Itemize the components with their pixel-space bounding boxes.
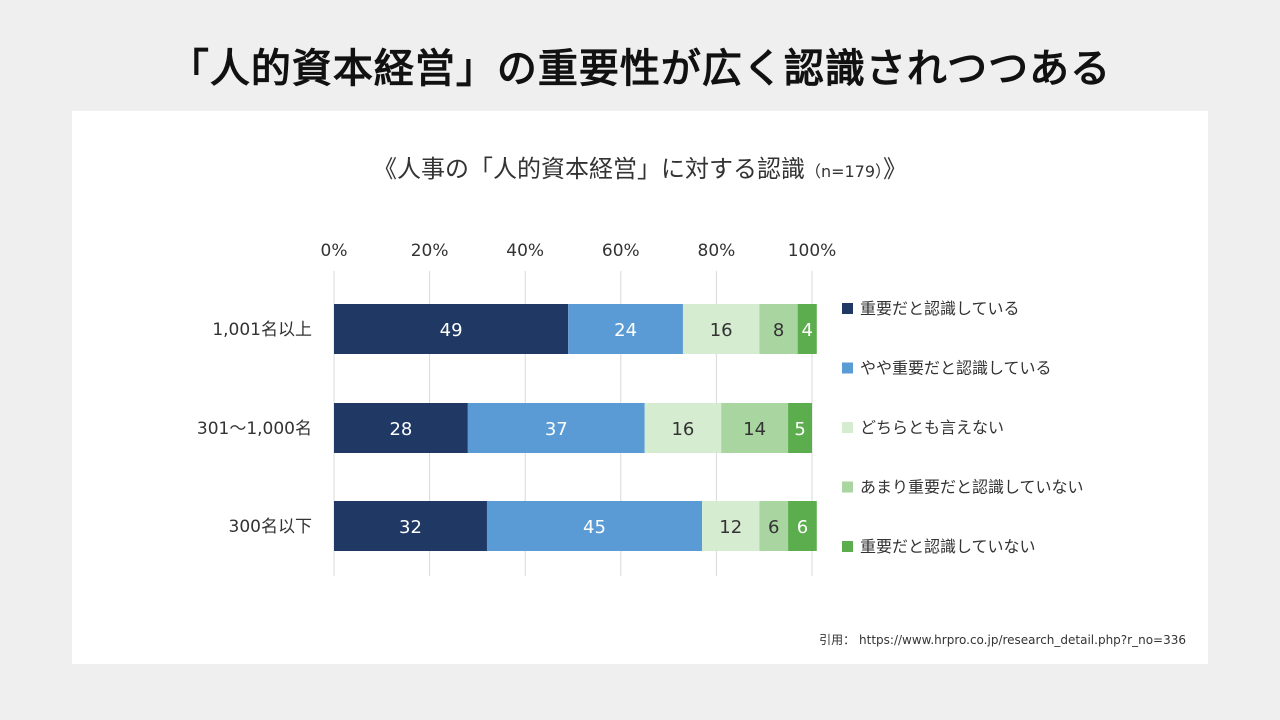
citation: 引用： https://www.hrpro.co.jp/research_det… [819, 631, 1186, 648]
bar-segment [486, 501, 703, 551]
citation-label: 引用： [819, 633, 856, 647]
bar-segment [334, 501, 487, 551]
slide-title: 「人的資本経営」の重要性が広く認識されつつある [168, 46, 1112, 92]
legend-swatch [842, 481, 853, 493]
data-label: 8 [773, 320, 784, 341]
data-label: 6 [768, 517, 779, 538]
chart-panel: 《人事の「人的資本経営」に対する認識（n=179）》 0% 20% 40% 60% 80… [72, 111, 1208, 664]
x-tick-label: 60% [602, 241, 640, 261]
data-label: 32 [399, 517, 422, 538]
citation-url[interactable]: https://www.hrpro.co.jp/research_detail.… [859, 633, 1186, 647]
legend-label: どちらとも言えない [860, 418, 1004, 437]
data-label: 49 [440, 320, 463, 341]
bar-segment [759, 501, 789, 551]
x-tick-label: 100% [788, 241, 837, 261]
data-label: 24 [614, 320, 637, 341]
legend-swatch [842, 541, 853, 552]
legend-swatch [842, 422, 853, 433]
bar-segment [467, 403, 645, 453]
bar-segment [759, 304, 798, 354]
data-label: 16 [710, 320, 733, 341]
legend-label: 重要だと認識している [860, 299, 1020, 318]
x-tick-label: 0% [321, 241, 348, 261]
legend-label: あまり重要だと認識していない [860, 478, 1084, 497]
data-label: 5 [794, 419, 805, 440]
chart-title-sample-size: （n=179） [804, 162, 884, 181]
x-tick-label: 20% [411, 241, 449, 261]
x-tick-label: 40% [506, 241, 544, 261]
bar-segment [644, 403, 722, 453]
chart-title-close: 》 [883, 155, 908, 183]
data-label: 4 [801, 320, 812, 341]
category-label: 1,001名以上 [212, 320, 312, 340]
bar-segment [702, 501, 760, 551]
legend-swatch [842, 303, 853, 314]
legend-label: 重要だと認識していない [860, 537, 1036, 556]
bar-segment [797, 304, 817, 354]
stacked-bar-chart: 0% 20% 40% 60% 80% 100% 1,001名以上 49 24 16 8 4 301～1,… [197, 241, 1084, 576]
legend-swatch [842, 362, 853, 374]
x-tick-label: 80% [698, 241, 736, 261]
bar-segment [682, 304, 760, 354]
category-label: 301～1,000名 [197, 419, 312, 439]
category-label: 300名以下 [229, 517, 312, 537]
data-label: 14 [743, 419, 766, 440]
chart-title-main: 《人事の「人的資本経営」に対する認識 [372, 155, 805, 183]
bar-segment [721, 403, 789, 453]
bar-segment [788, 501, 817, 551]
data-label: 45 [583, 517, 606, 538]
data-label: 12 [719, 517, 742, 538]
bar-segment [788, 403, 812, 453]
data-label: 37 [545, 419, 568, 440]
legend-label: やや重要だと認識している [860, 359, 1052, 378]
bar-segment [568, 304, 683, 354]
data-label: 16 [671, 419, 694, 440]
bar-segment [334, 403, 468, 453]
chart-title: 《人事の「人的資本経営」に対する認識（n=179）》 [72, 149, 1208, 184]
data-label: 6 [797, 517, 808, 538]
data-label: 28 [389, 419, 412, 440]
bar-segment [334, 304, 569, 354]
